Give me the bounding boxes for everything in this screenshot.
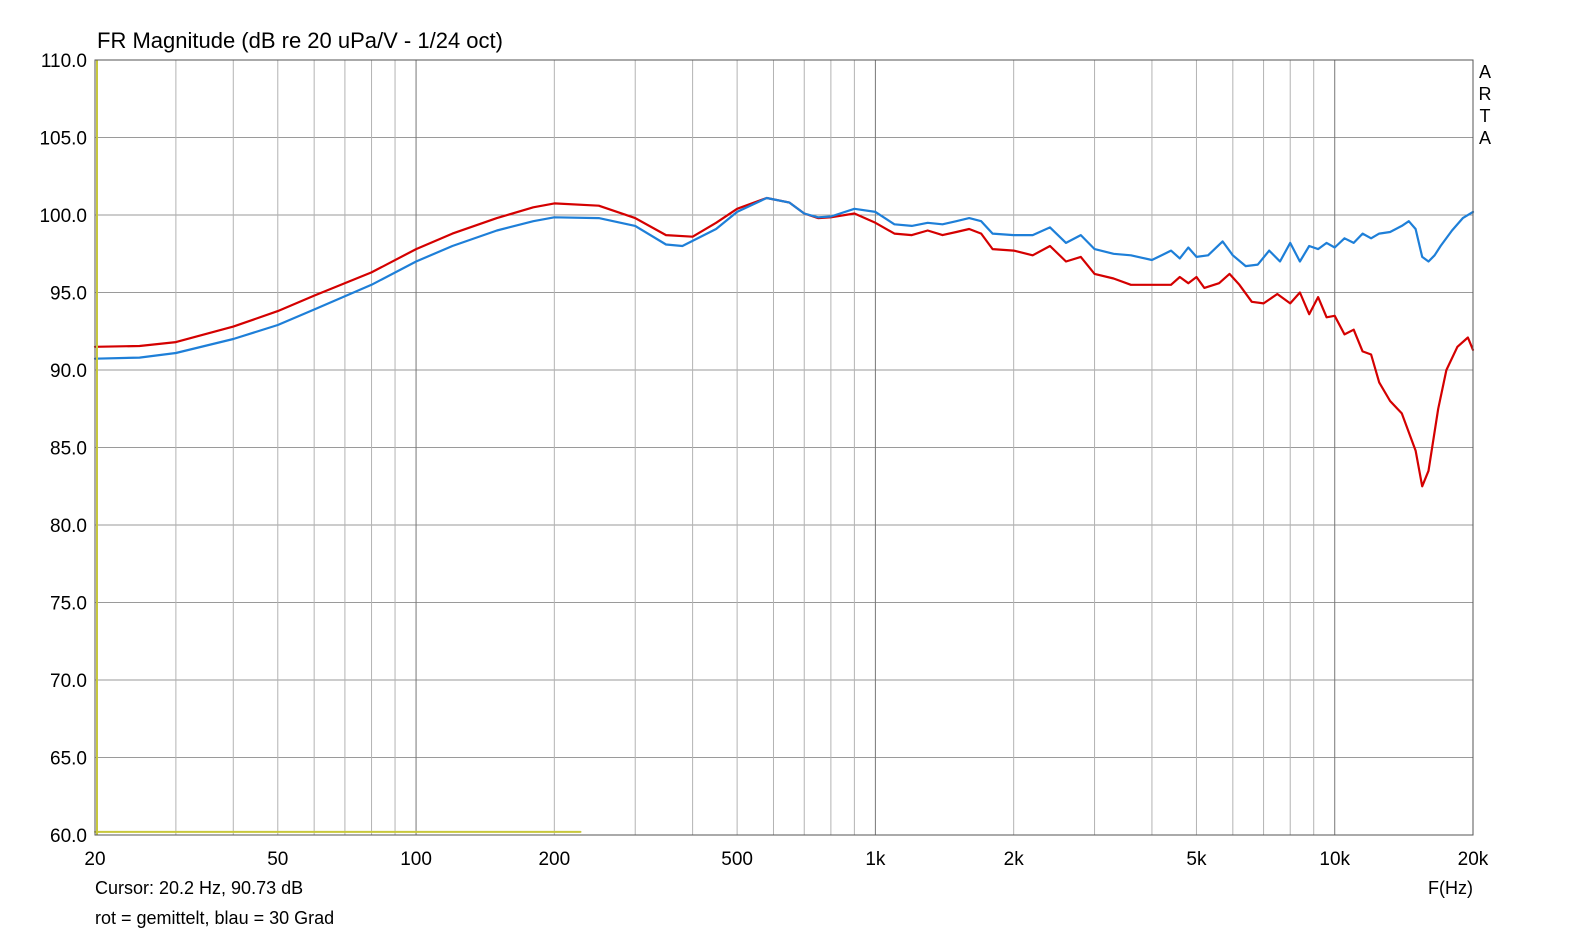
legend-note: rot = gemittelt, blau = 30 Grad [95,908,334,928]
y-tick-label: 95.0 [50,284,87,305]
arta-letter: A [1479,128,1491,148]
arta-letter: T [1480,106,1491,126]
grid [95,59,1473,836]
x-tick-label: 2k [1004,849,1025,870]
series-group [93,60,1475,835]
chart-title: FR Magnitude (dB re 20 uPa/V - 1/24 oct) [97,28,503,53]
series-line-2 [93,196,1475,360]
y-tick-label: 105.0 [39,129,87,150]
y-tick-label: 90.0 [50,361,87,382]
x-axis-ticks: 20 50 100 200 500 1k 2k 5k 10k 20k [84,849,1488,870]
x-tick-label: 5k [1186,849,1207,870]
y-tick-label: 60.0 [50,826,87,847]
y-tick-label: 110.0 [41,51,87,72]
y-tick-label: 80.0 [50,516,87,537]
cursor-readout: Cursor: 20.2 Hz, 90.73 dB [95,878,303,898]
y-tick-label: 70.0 [50,671,87,692]
y-tick-label: 75.0 [50,594,87,615]
x-tick-label: 20 [84,849,105,870]
x-tick-label: 50 [267,849,288,870]
arta-letter: A [1479,62,1491,82]
x-tick-label: 500 [721,849,753,870]
x-axis-label: F(Hz) [1428,878,1473,898]
x-tick-label: 200 [538,849,570,870]
y-axis-ticks: 110.0 105.0 100.0 95.0 90.0 85.0 80.0 75.0 70.0 6… [39,51,87,847]
y-tick-label: 85.0 [50,439,87,460]
x-tick-label: 100 [400,849,432,870]
y-tick-label: 65.0 [50,749,87,770]
arta-letter: R [1479,84,1492,104]
plot-frame [94,59,1474,836]
x-tick-label: 1k [865,849,886,870]
x-tick-label: 20k [1458,849,1489,870]
series-line-1 [93,196,1475,488]
x-tick-label: 10k [1319,849,1350,870]
y-tick-label: 100.0 [39,206,87,227]
